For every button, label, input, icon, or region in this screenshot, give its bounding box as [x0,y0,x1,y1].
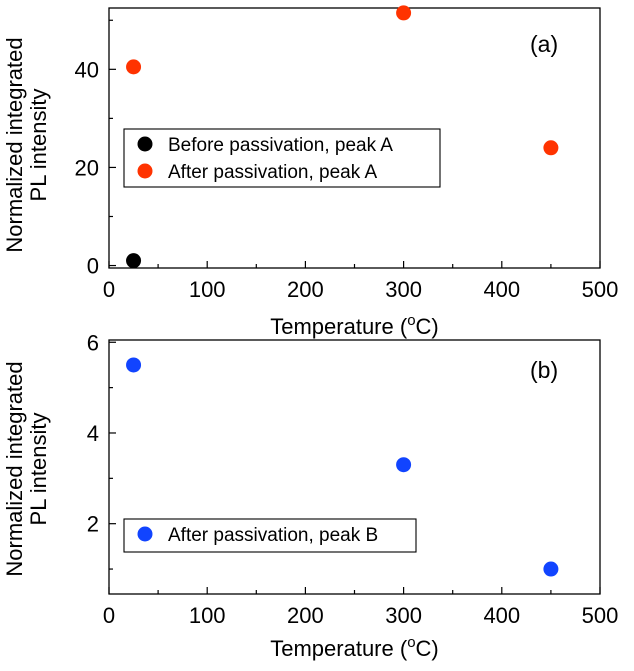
legend: After passivation, peak B [123,518,417,553]
x-axis-label-base: Temperature ( [270,636,408,661]
y-tick-label: 2 [87,512,99,537]
legend-marker [137,136,153,152]
x-tick-label: 0 [103,277,115,302]
data-point-after-passivation-peak-a [126,59,142,75]
y-tick-label: 0 [87,254,99,279]
legend-label: Before passivation, peak A [168,135,393,156]
panel-tag: (a) [530,31,558,57]
legend-box [123,518,417,553]
chart-panel-b: 0 100 200 300 400 500 2 4 6 Temperature (oC) Norma… [2,330,618,661]
x-tick-label: 400 [483,603,520,628]
y-tick-label: 4 [87,421,99,446]
legend-marker [137,163,153,179]
x-axis-label-sup: o [407,312,415,329]
x-tick-label: 300 [385,603,422,628]
plot-frame [108,339,601,595]
data-point-after-passivation-peak-b [543,561,559,577]
x-tick-label: 200 [287,603,324,628]
x-tick-label: 500 [582,277,619,302]
y-tick-label: 40 [75,57,99,82]
x-tick-label: 500 [582,603,619,628]
x-tick-label: 200 [287,277,324,302]
x-axis-label-unit: C) [416,636,439,661]
x-axis-label-sup: o [407,634,415,651]
x-axis-label-base: Temperature ( [270,314,408,339]
legend-box [123,128,441,188]
y-axis-label: Normalized integratedPL intensity [2,37,51,252]
y-tick-label: 20 [75,155,99,180]
x-axis-label: Temperature (oC) [270,312,439,339]
panel-tag: (b) [530,357,558,383]
x-tick-label: 400 [483,277,520,302]
legend-label: After passivation, peak A [168,162,377,183]
x-axis-label-unit: C) [416,314,439,339]
y-axis-label-line: PL intensity [26,413,51,526]
data-point-after-passivation-peak-b [396,457,412,473]
data-point-after-passivation-peak-b [126,357,142,373]
x-tick-label: 0 [103,603,115,628]
x-tick-label: 100 [189,277,226,302]
data-point-before-passivation-peak-a [126,253,142,269]
y-axis-label-line: Normalized integrated [2,361,27,576]
y-tick-label: 6 [87,330,99,355]
x-tick-label: 100 [189,603,226,628]
chart-panel-a: 0 100 200 300 400 500 0 20 40 Temperature (oC) Nor… [2,5,618,339]
legend: Before passivation, peak A After passivat… [123,128,441,188]
y-axis-label-line: Normalized integrated [2,37,27,252]
y-axis-label-line: PL intensity [26,89,51,202]
data-point-after-passivation-peak-a [543,140,559,156]
y-axis-label: Normalized integratedPL intensity [2,361,51,576]
data-point-after-passivation-peak-a [396,5,412,21]
x-tick-label: 300 [385,277,422,302]
legend-marker [137,526,153,542]
legend-label: After passivation, peak B [168,525,378,546]
x-axis-label: Temperature (oC) [270,634,439,661]
